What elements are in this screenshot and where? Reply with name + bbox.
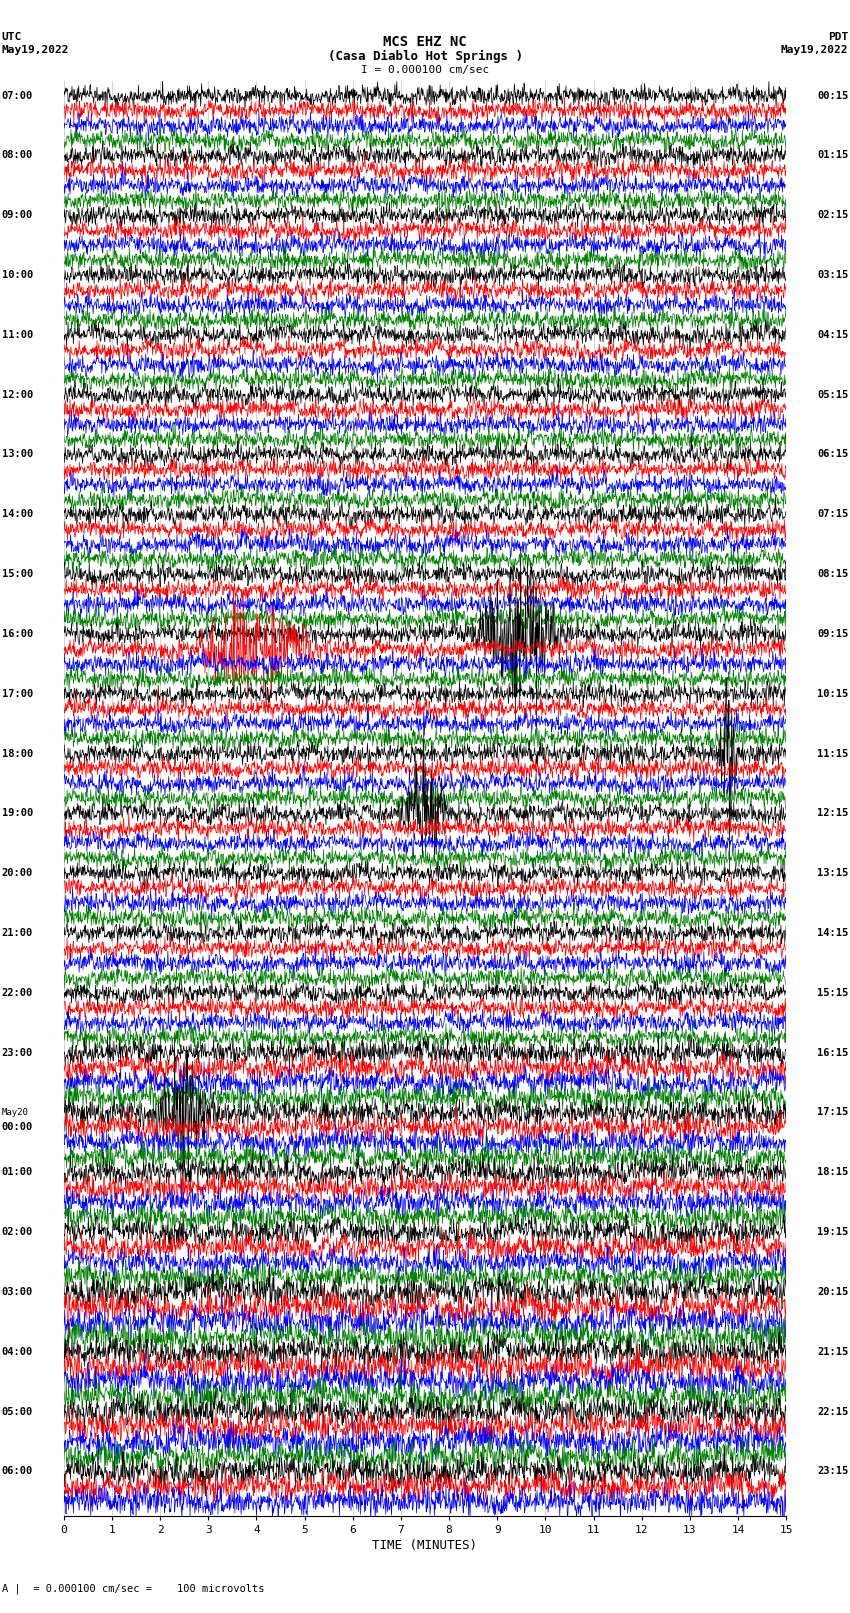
Text: UTC: UTC <box>2 32 22 42</box>
Text: 07:15: 07:15 <box>817 510 848 519</box>
Text: 17:15: 17:15 <box>817 1108 848 1118</box>
Text: 03:15: 03:15 <box>817 269 848 281</box>
Text: 22:15: 22:15 <box>817 1407 848 1416</box>
Text: 16:00: 16:00 <box>2 629 33 639</box>
Text: 12:15: 12:15 <box>817 808 848 818</box>
Text: 14:15: 14:15 <box>817 927 848 939</box>
Text: 03:00: 03:00 <box>2 1287 33 1297</box>
Text: 04:00: 04:00 <box>2 1347 33 1357</box>
Text: 12:00: 12:00 <box>2 390 33 400</box>
Text: 18:00: 18:00 <box>2 748 33 758</box>
Text: 11:15: 11:15 <box>817 748 848 758</box>
Text: 11:00: 11:00 <box>2 331 33 340</box>
Text: 06:15: 06:15 <box>817 450 848 460</box>
Text: May20: May20 <box>2 1108 29 1116</box>
Text: 02:00: 02:00 <box>2 1227 33 1237</box>
X-axis label: TIME (MINUTES): TIME (MINUTES) <box>372 1539 478 1552</box>
Text: 18:15: 18:15 <box>817 1168 848 1177</box>
Text: 16:15: 16:15 <box>817 1048 848 1058</box>
Text: 10:00: 10:00 <box>2 269 33 281</box>
Text: MCS EHZ NC: MCS EHZ NC <box>383 35 467 50</box>
Text: 07:00: 07:00 <box>2 90 33 100</box>
Text: 17:00: 17:00 <box>2 689 33 698</box>
Text: 19:15: 19:15 <box>817 1227 848 1237</box>
Text: 23:15: 23:15 <box>817 1466 848 1476</box>
Text: 22:00: 22:00 <box>2 987 33 998</box>
Text: 15:00: 15:00 <box>2 569 33 579</box>
Text: 21:00: 21:00 <box>2 927 33 939</box>
Text: (Casa Diablo Hot Springs ): (Casa Diablo Hot Springs ) <box>327 50 523 63</box>
Text: A |  = 0.000100 cm/sec =    100 microvolts: A | = 0.000100 cm/sec = 100 microvolts <box>2 1582 264 1594</box>
Text: 14:00: 14:00 <box>2 510 33 519</box>
Text: May19,2022: May19,2022 <box>781 45 848 55</box>
Text: 13:00: 13:00 <box>2 450 33 460</box>
Text: 09:00: 09:00 <box>2 210 33 221</box>
Text: 20:00: 20:00 <box>2 868 33 877</box>
Text: I = 0.000100 cm/sec: I = 0.000100 cm/sec <box>361 65 489 74</box>
Text: 19:00: 19:00 <box>2 808 33 818</box>
Text: 09:15: 09:15 <box>817 629 848 639</box>
Text: 21:15: 21:15 <box>817 1347 848 1357</box>
Text: 05:15: 05:15 <box>817 390 848 400</box>
Text: 01:15: 01:15 <box>817 150 848 160</box>
Text: 04:15: 04:15 <box>817 331 848 340</box>
Text: 02:15: 02:15 <box>817 210 848 221</box>
Text: 01:00: 01:00 <box>2 1168 33 1177</box>
Text: 20:15: 20:15 <box>817 1287 848 1297</box>
Text: 08:00: 08:00 <box>2 150 33 160</box>
Text: 13:15: 13:15 <box>817 868 848 877</box>
Text: 06:00: 06:00 <box>2 1466 33 1476</box>
Text: PDT: PDT <box>828 32 848 42</box>
Text: 23:00: 23:00 <box>2 1048 33 1058</box>
Text: 05:00: 05:00 <box>2 1407 33 1416</box>
Text: May19,2022: May19,2022 <box>2 45 69 55</box>
Text: 00:15: 00:15 <box>817 90 848 100</box>
Text: 15:15: 15:15 <box>817 987 848 998</box>
Text: 00:00: 00:00 <box>2 1123 33 1132</box>
Text: 08:15: 08:15 <box>817 569 848 579</box>
Text: 10:15: 10:15 <box>817 689 848 698</box>
